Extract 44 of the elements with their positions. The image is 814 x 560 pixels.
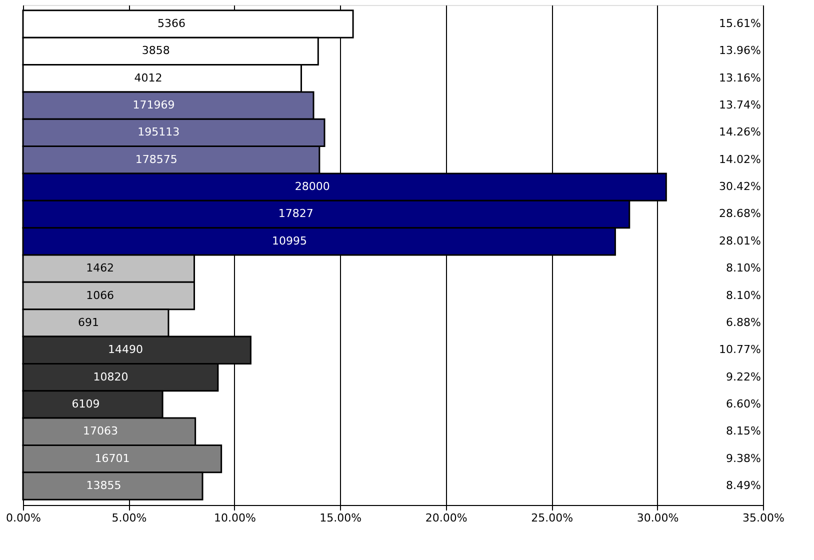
data-label: 13.96% xyxy=(719,44,761,58)
x-tick-label: 20.00% xyxy=(425,512,468,524)
annotation: 16701 xyxy=(94,452,130,465)
annotation: 10995 xyxy=(272,234,307,248)
x-tick-label: 5.00% xyxy=(112,512,147,524)
annotation: 178575 xyxy=(135,152,178,166)
x-tick-label: 35.00% xyxy=(742,512,784,524)
annotation: 1066 xyxy=(86,288,114,302)
x-tick-label: 30.00% xyxy=(636,512,679,524)
annotation: 10820 xyxy=(93,370,128,384)
data-label: 6.88% xyxy=(726,316,761,329)
annotation: 28000 xyxy=(294,180,330,194)
annotation: 14490 xyxy=(108,343,143,356)
data-label: 30.42% xyxy=(719,180,761,194)
annotation: 5366 xyxy=(158,17,186,30)
data-label: 8.49% xyxy=(726,478,761,492)
data-label: 9.38% xyxy=(726,452,761,465)
annotation: 195113 xyxy=(138,126,180,139)
data-label: 9.22% xyxy=(726,370,761,384)
data-label: 14.02% xyxy=(719,152,761,166)
data-label: 13.16% xyxy=(719,71,761,84)
annotation: 17063 xyxy=(83,424,118,438)
annotation: 17827 xyxy=(278,207,314,220)
data-label: 14.26% xyxy=(719,126,761,139)
x-tick-label: 25.00% xyxy=(531,512,574,524)
data-label: 15.61% xyxy=(719,17,761,30)
x-tick-label: 0.00% xyxy=(6,512,41,524)
data-label: 28.68% xyxy=(719,207,761,220)
annotation: 171969 xyxy=(132,98,175,112)
data-label: 8.10% xyxy=(726,262,761,275)
annotation: 691 xyxy=(78,316,99,329)
data-label: 8.15% xyxy=(726,424,761,438)
x-tick-label: 10.00% xyxy=(214,512,256,524)
data-label: 10.77% xyxy=(719,343,761,356)
data-label: 13.74% xyxy=(719,98,761,112)
data-label: 8.10% xyxy=(726,288,761,302)
annotation: 1462 xyxy=(86,262,114,275)
annotation: 4012 xyxy=(134,71,162,84)
annotation: 6109 xyxy=(72,397,100,410)
annotation: 3858 xyxy=(142,44,170,58)
x-tick-label: 15.00% xyxy=(320,512,362,524)
data-label: 6.60% xyxy=(726,397,761,410)
annotation: 13855 xyxy=(86,478,122,492)
data-label: 28.01% xyxy=(719,234,761,248)
